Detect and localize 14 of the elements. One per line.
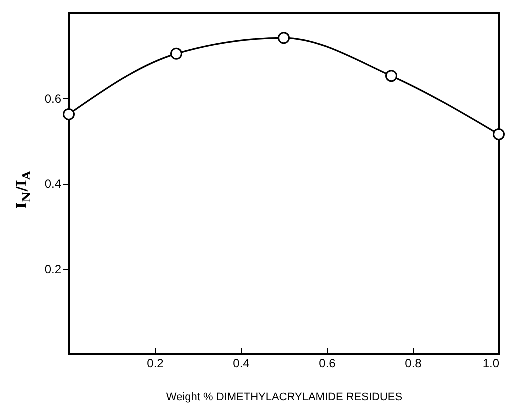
x-tick-label: 0.8: [405, 356, 422, 370]
y-tick-label: 0.6: [44, 92, 62, 106]
x-tick-label: 0.4: [233, 356, 250, 370]
x-tick-label: 0.2: [147, 356, 164, 370]
point: [170, 48, 182, 60]
x-tick-label: 1.0: [482, 356, 500, 370]
x-tick-label: 0.6: [319, 356, 336, 370]
point: [493, 128, 505, 140]
y-tick-label: 0.4: [44, 177, 62, 191]
point: [278, 32, 290, 44]
y-tick-label: 0.2: [44, 262, 62, 276]
point: [63, 108, 75, 120]
point: [386, 70, 398, 82]
x-axis-title: Weight % DIMETHYLACRYLAMIDE RESIDUES: [166, 392, 403, 404]
